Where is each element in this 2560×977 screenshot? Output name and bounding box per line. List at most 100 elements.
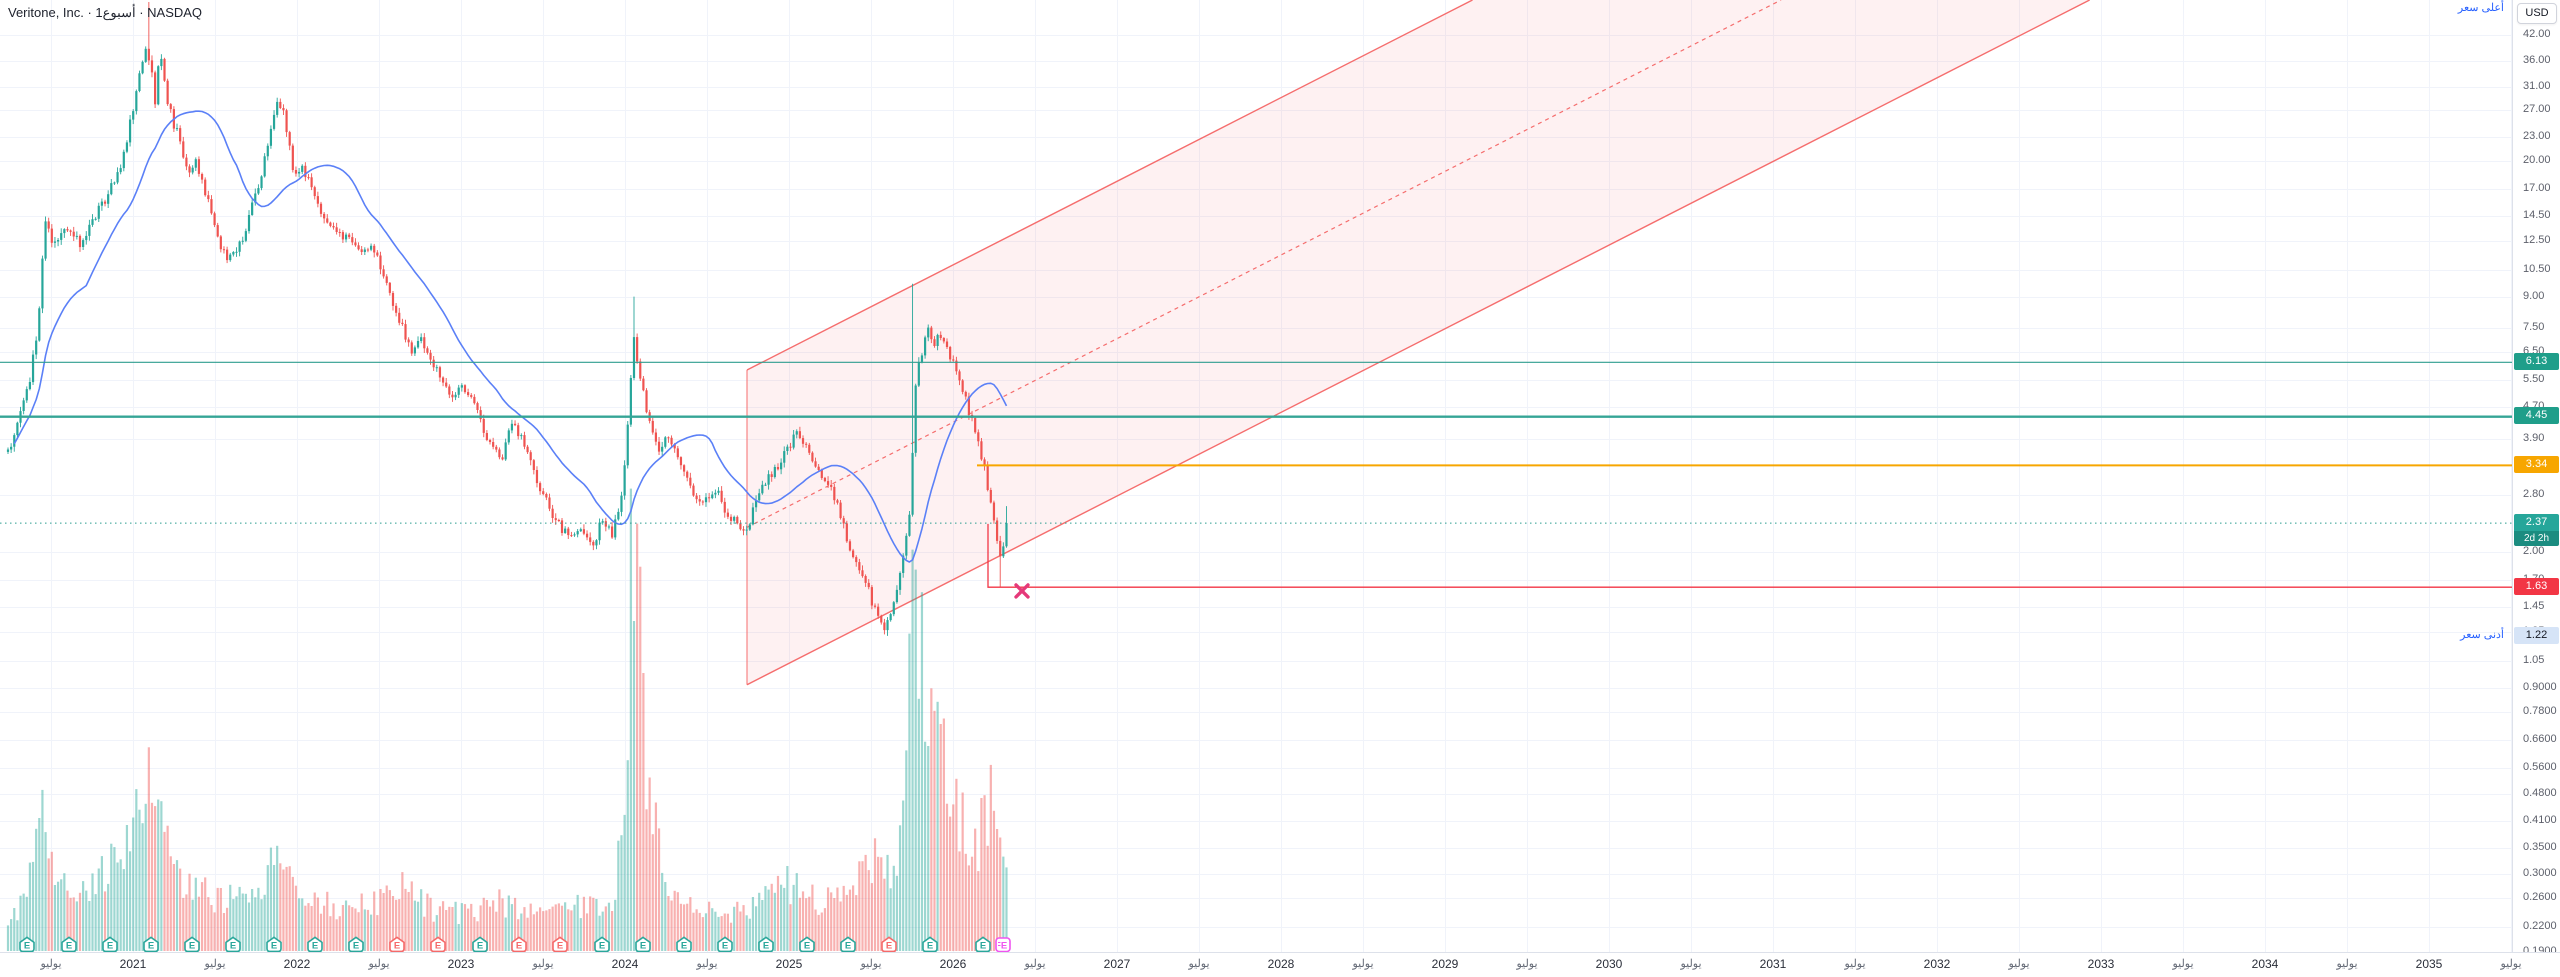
svg-text:E: E xyxy=(394,940,400,951)
earnings-icon[interactable]: E xyxy=(840,936,856,953)
svg-text:E: E xyxy=(845,940,851,951)
earnings-icon[interactable]: E xyxy=(61,936,77,953)
price-badge-6.13: 6.13 xyxy=(2514,352,2559,370)
svg-text:E: E xyxy=(681,940,687,951)
time-label-mid-year: يوليو xyxy=(1188,958,1210,970)
earnings-icon[interactable]: E xyxy=(594,936,610,953)
earnings-icon[interactable]: E xyxy=(266,936,282,953)
time-label-year: 2029 xyxy=(1431,957,1459,971)
price-tick: 12.50 xyxy=(2523,233,2551,246)
price-tick: 0.2600 xyxy=(2523,891,2557,904)
earnings-icon[interactable]: E xyxy=(348,936,364,953)
price-badge-2.37: 2.37 2d 2h xyxy=(2514,514,2559,547)
time-label-year: 2033 xyxy=(2087,957,2115,971)
earnings-icon[interactable]: E xyxy=(184,936,200,953)
x-marker[interactable] xyxy=(1014,583,1030,599)
time-label-mid-year: يوليو xyxy=(1844,958,1866,970)
earnings-icon[interactable]: E xyxy=(676,936,692,953)
earnings-icon[interactable]: E xyxy=(995,937,1011,953)
earnings-icon[interactable]: E xyxy=(389,936,405,953)
time-label-year: 2022 xyxy=(283,957,311,971)
svg-text:E: E xyxy=(804,940,810,951)
price-tick: 0.6600 xyxy=(2523,733,2557,746)
earnings-icon[interactable]: E xyxy=(799,936,815,953)
time-label-mid-year: يوليو xyxy=(860,958,882,970)
symbol-title[interactable]: Veritone, Inc. · 1أسبوع · NASDAQ xyxy=(8,5,203,20)
currency-toggle[interactable]: USD xyxy=(2517,3,2557,24)
price-line-1.63[interactable] xyxy=(987,523,2512,588)
svg-text:E: E xyxy=(24,940,30,951)
time-label-mid-year: يوليو xyxy=(2500,958,2522,970)
price-tick: 0.7800 xyxy=(2523,704,2557,717)
svg-text:E: E xyxy=(927,940,933,951)
svg-text:E: E xyxy=(477,940,483,951)
svg-text:E: E xyxy=(1001,940,1007,951)
time-label-mid-year: يوليو xyxy=(532,958,554,970)
time-label-year: 2031 xyxy=(1759,957,1787,971)
earnings-icon[interactable]: E xyxy=(758,936,774,953)
price-tick: 2.00 xyxy=(2523,544,2545,557)
price-tick: 42.00 xyxy=(2523,28,2551,40)
price-badge-1.22: 1.22 xyxy=(2514,626,2559,644)
earnings-icon[interactable]: E xyxy=(922,936,938,953)
time-label-mid-year: يوليو xyxy=(1352,958,1374,970)
time-label-mid-year: يوليو xyxy=(696,958,718,970)
earnings-icon[interactable]: E xyxy=(143,936,159,953)
svg-text:E: E xyxy=(312,940,318,951)
volume-bars xyxy=(6,488,1008,951)
time-label-year: 2026 xyxy=(939,957,967,971)
price-axis[interactable]: USD 42.00 36.00 31.00 27.00 23.00 20.00 17.00 1… xyxy=(2512,0,2560,977)
earnings-icon[interactable]: E xyxy=(102,936,118,953)
svg-text:E: E xyxy=(722,940,728,951)
time-axis[interactable]: 2021 2022 2023 2024 2025 2026 2027 2028 2029 2030… xyxy=(0,952,2560,977)
candles[interactable] xyxy=(6,2,1008,636)
earnings-icon[interactable]: E xyxy=(635,936,651,953)
current-price-badge: 2.37 xyxy=(2514,514,2559,532)
svg-text:E: E xyxy=(230,940,236,951)
svg-text:E: E xyxy=(557,940,563,951)
svg-text:E: E xyxy=(640,940,646,951)
svg-text:E: E xyxy=(148,940,154,951)
earnings-icon[interactable]: E xyxy=(975,936,991,953)
earnings-icon[interactable]: E xyxy=(472,936,488,953)
earnings-icon[interactable]: E xyxy=(19,936,35,953)
svg-text:E: E xyxy=(980,940,986,951)
svg-text:E: E xyxy=(271,940,277,951)
price-tick: 0.5600 xyxy=(2523,761,2557,774)
svg-text:E: E xyxy=(516,940,522,951)
earnings-icon[interactable]: E xyxy=(717,936,733,953)
highest-price-label: أعلى سعر xyxy=(2457,2,2504,14)
svg-text:E: E xyxy=(66,940,72,951)
svg-text:E: E xyxy=(886,940,892,951)
time-label-year: 2035 xyxy=(2415,957,2443,971)
earnings-icon[interactable]: E xyxy=(430,936,446,953)
price-tick: 27.00 xyxy=(2523,103,2551,116)
time-label-year: 2034 xyxy=(2251,957,2279,971)
earnings-icon[interactable]: E xyxy=(225,936,241,953)
earnings-icon[interactable]: E xyxy=(307,936,323,953)
price-tick: 1.05 xyxy=(2523,654,2545,667)
price-tick: 5.50 xyxy=(2523,373,2545,386)
time-label-year: 2025 xyxy=(775,957,803,971)
price-tick: 0.3000 xyxy=(2523,867,2557,880)
price-tick: 0.3500 xyxy=(2523,840,2557,853)
time-label-year: 2030 xyxy=(1595,957,1623,971)
price-tick: 0.4800 xyxy=(2523,787,2557,800)
time-label-year: 2032 xyxy=(1923,957,1951,971)
price-tick: 7.50 xyxy=(2523,320,2545,333)
time-label-mid-year: يوليو xyxy=(2336,958,2358,970)
bar-countdown: 2d 2h xyxy=(2514,531,2559,547)
time-label-mid-year: يوليو xyxy=(1516,958,1538,970)
price-tick: 10.50 xyxy=(2523,263,2551,276)
price-tick: 23.00 xyxy=(2523,130,2551,143)
ma-line[interactable] xyxy=(13,110,1008,563)
lowest-price-label: أدنى سعر xyxy=(2460,629,2504,641)
parallel-channel[interactable] xyxy=(746,0,2090,686)
price-tick: 2.80 xyxy=(2523,487,2545,500)
price-tick: 0.9000 xyxy=(2523,680,2557,693)
earnings-icon[interactable]: E xyxy=(552,936,568,953)
earnings-icon[interactable]: E xyxy=(881,936,897,953)
earnings-icon[interactable]: E xyxy=(511,936,527,953)
